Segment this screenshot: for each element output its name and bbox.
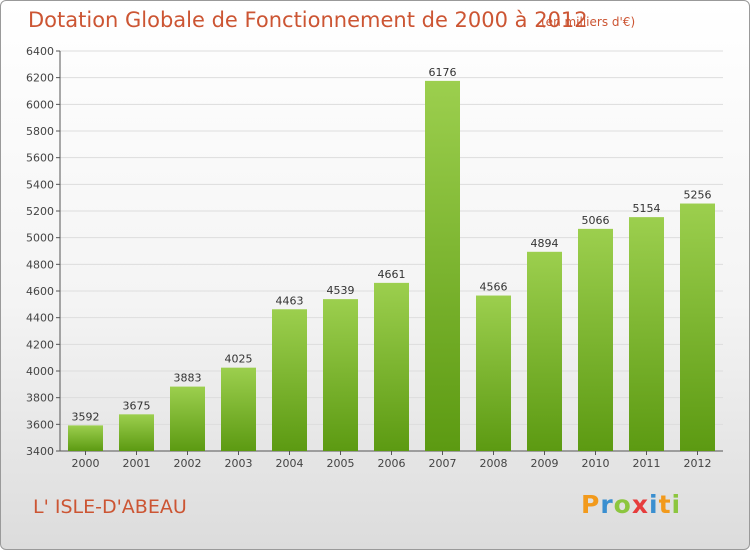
chart-subtitle: (en milliers d'€) [541,15,636,29]
data-label-2011: 5154 [633,202,661,215]
y-tick-label: 3800 [26,392,54,405]
x-tick-label: 2008 [480,457,508,470]
bar-2005 [323,299,358,451]
y-tick-label: 5000 [26,232,54,245]
x-tick-label: 2012 [684,457,712,470]
data-label-2000: 3592 [72,410,100,423]
bar-2003 [221,367,256,451]
bar-2001 [119,414,154,451]
bar-2010 [578,228,613,451]
x-tick-label: 2011 [633,457,661,470]
y-tick-label: 5400 [26,178,54,191]
proxiti-logo: Proxiti [581,490,682,519]
bar-2007 [425,80,460,451]
y-tick-label: 5200 [26,205,54,218]
x-tick-label: 2002 [174,457,202,470]
data-label-2008: 4566 [480,281,508,294]
y-tick-label: 6400 [26,45,54,58]
y-tick-label: 4200 [26,338,54,351]
data-label-2004: 4463 [276,294,304,307]
data-labels: 3592 3675 3883 4025 4463 4539 4661 6176 4566 4894… [72,66,712,424]
y-tick-label: 4400 [26,312,54,325]
x-tick-label: 2007 [429,457,457,470]
x-tick-label: 2001 [123,457,151,470]
bar-2011 [629,217,664,451]
axes: 3400 3600 3800 4000 4200 4400 4600 4800 5000 5200… [26,45,723,470]
y-tick-label: 3600 [26,418,54,431]
bars [68,80,715,451]
bar-2008 [476,295,511,451]
data-label-2007: 6176 [429,66,457,79]
x-tick-label: 2005 [327,457,355,470]
y-tick-label: 6200 [26,72,54,85]
data-label-2009: 4894 [531,237,559,250]
y-tick-label: 3400 [26,445,54,458]
x-tick-label: 2000 [72,457,100,470]
x-tick-label: 2009 [531,457,559,470]
chart-title: Dotation Globale de Fonctionnement de 20… [28,8,588,32]
commune-name: L' ISLE-D'ABEAU [33,496,187,518]
data-label-2003: 4025 [225,353,253,366]
x-tick-label: 2010 [582,457,610,470]
y-tick-label: 5600 [26,152,54,165]
x-tick-label: 2006 [378,457,406,470]
y-tick-label: 4000 [26,365,54,378]
data-label-2006: 4661 [378,268,406,281]
data-label-2002: 3883 [174,372,202,385]
y-tick-label: 6000 [26,98,54,111]
y-tick-label: 4600 [26,285,54,298]
data-label-2010: 5066 [582,214,610,227]
data-label-2012: 5256 [684,189,712,202]
bar-2002 [170,386,205,451]
data-label-2001: 3675 [123,399,151,412]
y-tick-label: 5800 [26,125,54,138]
x-tick-label: 2003 [225,457,253,470]
bar-2006 [374,282,409,451]
bar-2009 [527,251,562,451]
data-label-2005: 4539 [327,284,355,297]
bar-2004 [272,309,307,451]
x-tick-label: 2004 [276,457,304,470]
y-tick-label: 4800 [26,258,54,271]
bar-2000 [68,425,103,451]
bar-2012 [680,203,715,451]
